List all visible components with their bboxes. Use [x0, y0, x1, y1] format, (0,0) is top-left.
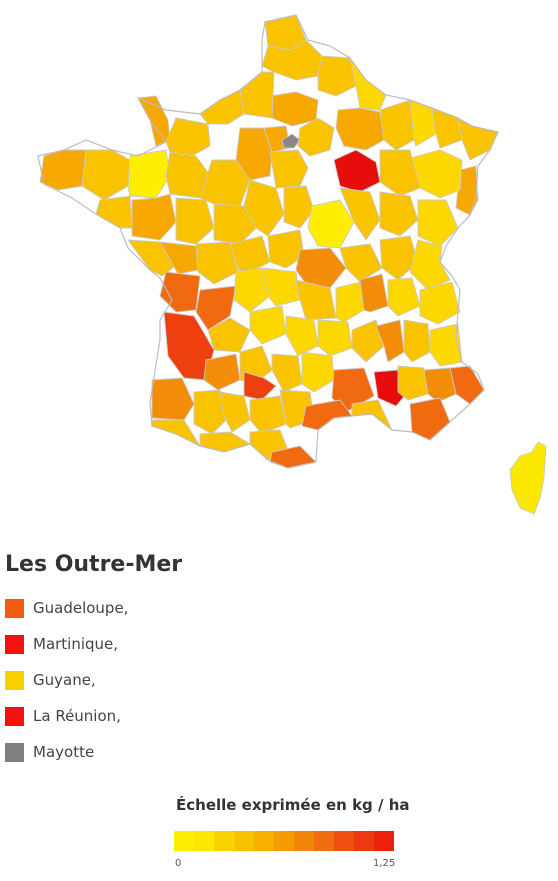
department — [317, 319, 353, 357]
france-outline — [37, 14, 499, 469]
department — [429, 323, 463, 367]
legend-item-la-reunion: La Réunion, — [5, 706, 128, 726]
department — [213, 203, 257, 245]
department — [307, 199, 355, 249]
department — [239, 71, 275, 119]
department — [333, 149, 381, 193]
department — [379, 99, 415, 151]
corsica — [509, 441, 547, 515]
scale-step — [254, 831, 274, 851]
department — [379, 191, 419, 237]
legend-swatch — [5, 634, 24, 654]
scale-step — [274, 831, 294, 851]
department — [81, 149, 131, 201]
department — [409, 149, 463, 199]
department — [351, 319, 385, 363]
france-map — [37, 14, 547, 515]
department — [417, 199, 459, 247]
legend-swatch — [5, 706, 24, 726]
department — [159, 271, 201, 313]
scale-step — [294, 831, 314, 851]
department — [193, 389, 231, 435]
legend-item-guadeloupe: Guadeloupe, — [5, 598, 128, 618]
department — [409, 239, 451, 291]
paris-department — [281, 133, 301, 149]
legend-item-martinique: Martinique, — [5, 634, 128, 654]
department — [271, 353, 303, 393]
department — [403, 319, 431, 363]
scale-step — [194, 831, 214, 851]
outremer-title: Les Outre-Mer — [5, 552, 183, 577]
department — [359, 273, 389, 313]
department — [249, 305, 287, 345]
legend-label: La Réunion, — [33, 707, 121, 725]
department — [219, 391, 251, 433]
department — [455, 165, 479, 216]
department — [283, 185, 315, 229]
department — [243, 371, 277, 401]
department — [195, 285, 237, 331]
department — [39, 149, 87, 191]
department — [449, 365, 485, 405]
department — [261, 267, 301, 307]
department — [269, 91, 319, 127]
department — [127, 149, 171, 199]
legend-swatch — [5, 598, 24, 618]
scale-step — [374, 831, 394, 851]
legend-swatch — [5, 742, 24, 762]
department — [387, 277, 421, 317]
department — [335, 281, 365, 323]
scale-max-label: 1,25 — [373, 858, 396, 869]
color-scale-bar — [174, 831, 394, 851]
department — [95, 195, 133, 229]
department — [419, 281, 461, 325]
department — [423, 367, 457, 403]
scale-step — [174, 831, 194, 851]
department — [397, 365, 429, 401]
department — [249, 395, 287, 435]
legend-swatch — [5, 670, 24, 690]
department — [301, 351, 335, 393]
department — [375, 319, 405, 363]
department — [199, 89, 245, 125]
department — [457, 117, 499, 161]
legend-label: Guyane, — [33, 671, 96, 689]
legend-item-guyane: Guyane, — [5, 670, 128, 690]
department — [317, 55, 357, 97]
department — [165, 117, 211, 157]
department — [267, 229, 305, 269]
department — [409, 99, 437, 147]
department — [233, 267, 271, 313]
department — [137, 95, 171, 147]
scale-step — [354, 831, 374, 851]
department — [203, 353, 241, 391]
department — [339, 243, 383, 283]
legend-label: Martinique, — [33, 635, 119, 653]
department — [131, 193, 177, 241]
outremer-legend: Guadeloupe, Martinique, Guyane, La Réuni… — [5, 598, 128, 778]
department — [295, 279, 337, 321]
department — [285, 315, 319, 357]
department — [269, 149, 309, 189]
department — [199, 431, 251, 453]
department — [151, 377, 195, 421]
legend-label: Guadeloupe, — [33, 599, 129, 617]
department — [207, 317, 251, 353]
department — [379, 149, 421, 197]
scale-step — [234, 831, 254, 851]
department — [229, 235, 271, 273]
scale-step — [214, 831, 234, 851]
scale-step — [334, 831, 354, 851]
department — [195, 241, 239, 285]
scale-min-label: 0 — [175, 858, 182, 869]
legend-item-mayotte: Mayotte — [5, 742, 128, 762]
scale-title: Échelle exprimée en kg / ha — [176, 796, 410, 814]
department — [335, 107, 385, 151]
legend-label: Mayotte — [33, 743, 95, 761]
department — [175, 197, 215, 245]
department — [379, 235, 419, 281]
scale-step — [314, 831, 334, 851]
department — [339, 187, 381, 241]
department — [297, 117, 335, 157]
